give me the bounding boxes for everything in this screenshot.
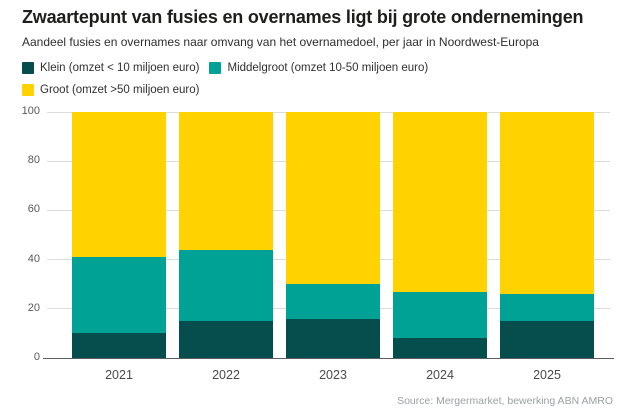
bar-segment-2025-klein[interactable] xyxy=(500,321,594,358)
x-tick-label-2025: 2025 xyxy=(533,368,561,382)
bar-segment-2021-groot[interactable] xyxy=(72,112,166,258)
bar-segment-2025-groot[interactable] xyxy=(500,112,594,295)
bar-segment-2023-klein[interactable] xyxy=(286,318,380,358)
bar-2023 xyxy=(286,112,380,358)
x-tick-label-2021: 2021 xyxy=(105,368,133,382)
y-tick-label-60: 60 xyxy=(27,203,40,216)
plot-area xyxy=(43,111,614,359)
bar-segment-2024-klein[interactable] xyxy=(393,338,487,358)
bar-segment-2022-groot[interactable] xyxy=(179,112,273,250)
x-axis-labels: 2021 2022 2023 2024 2025 xyxy=(47,368,610,386)
bar-segment-2024-middelgroot[interactable] xyxy=(393,291,487,339)
legend-swatch-klein-icon xyxy=(22,62,34,74)
legend-row-2: Groot (omzet >50 miljoen euro) xyxy=(22,84,209,96)
y-tick-label-20: 20 xyxy=(27,301,40,314)
bar-2021 xyxy=(72,112,166,358)
bar-segment-2023-middelgroot[interactable] xyxy=(286,284,380,319)
bar-segment-2022-middelgroot[interactable] xyxy=(179,249,273,322)
legend-item-middelgroot[interactable]: Middelgroot (omzet 10-50 miljoen euro) xyxy=(209,62,428,74)
x-tick-label-2024: 2024 xyxy=(426,368,454,382)
legend-row-1: Klein (omzet < 10 miljoen euro) Middelgr… xyxy=(22,62,438,74)
y-tick-label-0: 0 xyxy=(33,351,40,363)
bar-segment-2022-klein[interactable] xyxy=(179,321,273,358)
source-credit: Source: Mergermarket, bewerking ABN AMRO xyxy=(397,395,613,407)
chart-title: Zwaartepunt van fusies en overnames ligt… xyxy=(22,7,584,27)
y-axis-labels: 0 20 40 60 80 100 xyxy=(0,106,40,363)
gridline-100 xyxy=(47,111,610,113)
bar-segment-2021-middelgroot[interactable] xyxy=(72,257,166,334)
y-tick-label-40: 40 xyxy=(27,252,40,265)
y-tick-label-100: 100 xyxy=(21,105,40,117)
legend-label-klein: Klein (omzet < 10 miljoen euro) xyxy=(40,62,200,74)
bar-segment-2021-klein[interactable] xyxy=(72,333,166,358)
legend-swatch-middelgroot-icon xyxy=(209,62,222,74)
x-axis-line xyxy=(43,357,614,359)
bar-2022 xyxy=(179,112,273,358)
legend-label-groot: Groot (omzet >50 miljoen euro) xyxy=(40,84,200,96)
x-tick-label-2023: 2023 xyxy=(319,368,347,382)
bar-segment-2023-groot[interactable] xyxy=(286,112,380,285)
x-tick-label-2022: 2022 xyxy=(212,368,240,382)
bar-segment-2024-groot[interactable] xyxy=(393,112,487,292)
bar-2024 xyxy=(393,112,487,358)
legend-item-groot[interactable]: Groot (omzet >50 miljoen euro) xyxy=(22,84,199,96)
bar-2025 xyxy=(500,112,594,358)
y-tick-label-80: 80 xyxy=(27,154,40,167)
legend-label-middelgroot: Middelgroot (omzet 10-50 miljoen euro) xyxy=(227,62,429,74)
legend-item-klein[interactable]: Klein (omzet < 10 miljoen euro) xyxy=(22,62,199,74)
legend-swatch-groot-icon xyxy=(22,84,34,96)
bar-segment-2025-middelgroot[interactable] xyxy=(500,294,594,322)
chart-subtitle: Aandeel fusies en overnames naar omvang … xyxy=(22,35,539,49)
